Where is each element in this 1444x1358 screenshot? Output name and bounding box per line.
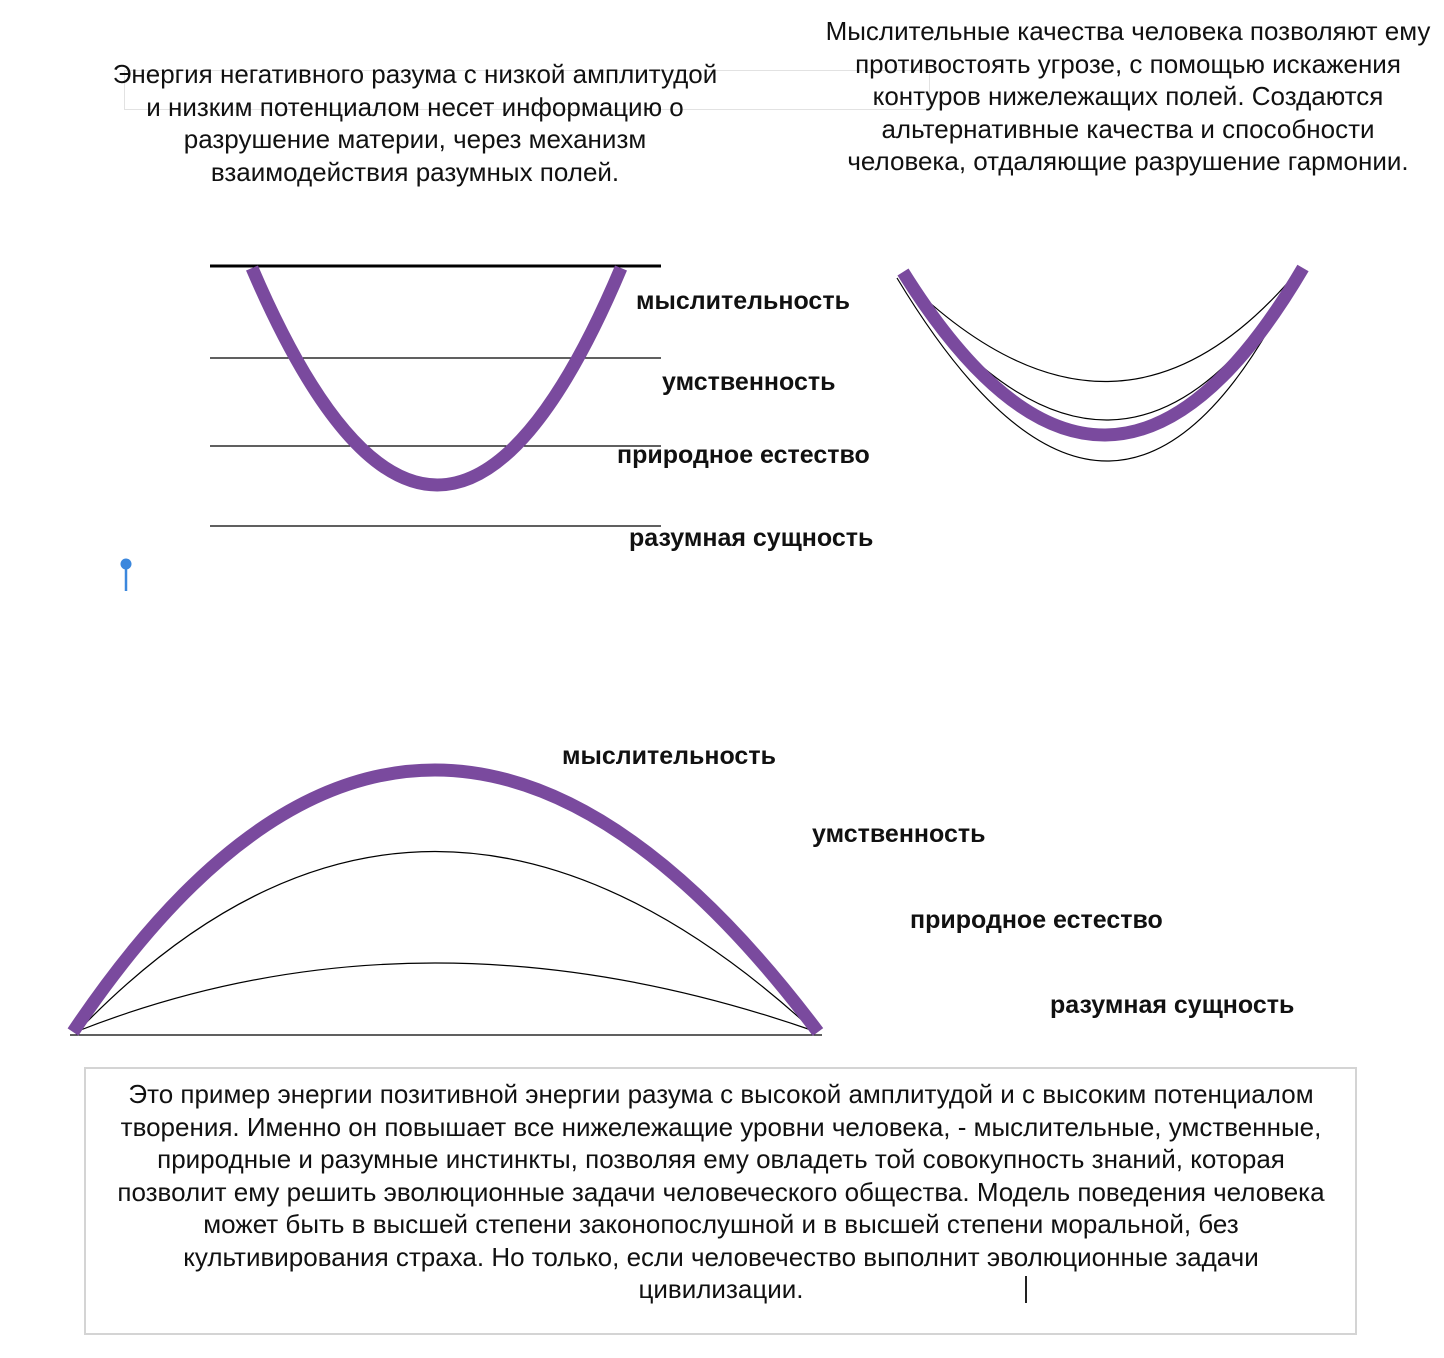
label-natural: природное естество (617, 441, 870, 469)
arch-curve-low (77, 962, 815, 1032)
label-rational: разумная сущность (629, 524, 874, 552)
negative-energy-description: Энергия негативного разума с низкой ампл… (112, 59, 718, 187)
text-cursor (1025, 1276, 1027, 1303)
negative-energy-diagram (210, 264, 661, 527)
positive-energy-text-box[interactable] (84, 1067, 1357, 1335)
positive-energy-diagram (67, 763, 824, 1036)
thinking-curve (897, 264, 1309, 442)
contour-curve-3 (902, 271, 1298, 383)
label-mental: умственность (662, 368, 836, 396)
positive-energy-curve (67, 763, 824, 1036)
contour-curve-1 (896, 269, 1301, 462)
negative-energy-curve (246, 265, 627, 492)
thinking-qualities-description: Мыслительные качества человека позволяют… (825, 16, 1431, 176)
distorted-contours-diagram (896, 264, 1309, 462)
label-mental-positive: умственность (812, 820, 986, 848)
arch-curve-mid (77, 851, 815, 1032)
text-insertion-pin-icon (120, 558, 132, 591)
label-rational-positive: разумная сущность (1050, 991, 1295, 1019)
label-thinking-positive: мыслительность (562, 742, 776, 770)
positive-energy-description[interactable]: Это пример энергии позитивной энергии ра… (117, 1079, 1325, 1304)
label-thinking: мыслительность (636, 287, 850, 315)
label-natural-positive: природное естество (910, 906, 1163, 934)
